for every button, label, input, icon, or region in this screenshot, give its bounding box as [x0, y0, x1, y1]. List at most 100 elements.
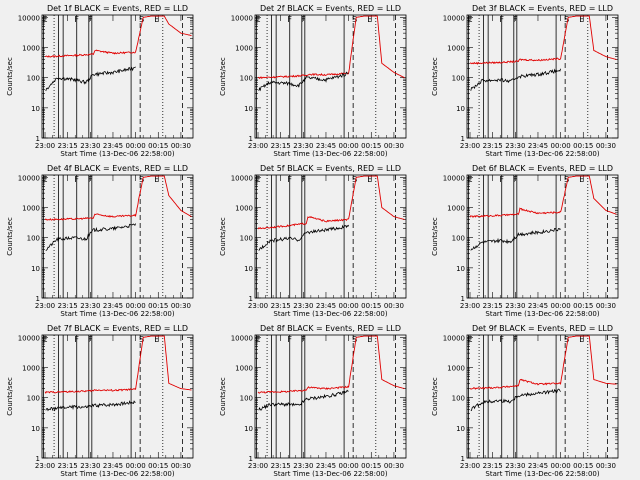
x-axis-label: Start Time (13-Dec-06 22:58:00) — [273, 150, 387, 158]
interval-marker: E — [42, 15, 47, 24]
y-axis-label: Counts/sec — [219, 57, 227, 96]
interval-marker: F — [499, 335, 504, 344]
x-tick-label: 23:00 — [248, 462, 268, 470]
x-tick-label: 00:00 — [339, 462, 359, 470]
y-tick-label: 1000 — [22, 45, 40, 53]
interval-marker: E — [467, 335, 472, 344]
interval-marker: S — [139, 15, 144, 24]
interval-marker: E — [467, 15, 472, 24]
interval-marker: F — [513, 335, 518, 344]
x-tick-label: 23:30 — [505, 462, 525, 470]
interval-marker: E — [255, 15, 260, 24]
panel-title: Det 4f BLACK = Events, RED = LLD — [47, 164, 188, 173]
y-tick-label: 10000 — [18, 14, 40, 22]
x-tick-label: 23:00 — [460, 142, 480, 150]
y-tick-label: 10000 — [18, 174, 40, 182]
x-axis-label: Start Time (13-Dec-06 22:58:00) — [60, 310, 174, 318]
y-tick-label: 100 — [27, 75, 40, 83]
events-series-line — [470, 227, 561, 251]
interval-marker: F — [287, 175, 292, 184]
panel-4: Det 4f BLACK = Events, RED = LLD 1 10 100 10… — [6, 164, 194, 318]
interval-marker: S — [564, 175, 569, 184]
interval-marker: F — [88, 175, 93, 184]
x-tick-label: 23:00 — [35, 462, 55, 470]
y-tick-label: 10000 — [231, 174, 253, 182]
y-tick-label: 10000 — [443, 174, 465, 182]
x-tick-label: 23:30 — [80, 302, 100, 310]
x-tick-label: 00:30 — [384, 462, 404, 470]
interval-marker: F — [287, 15, 292, 24]
plot-frame — [254, 14, 407, 139]
interval-marker: F — [499, 175, 504, 184]
plot-frame — [41, 174, 194, 299]
panel-7: Det 7f BLACK = Events, RED = LLD 1 10 100 10… — [6, 324, 194, 478]
x-tick-label: 00:00 — [551, 302, 571, 310]
panel-2: Det 2f BLACK = Events, RED = LLD 1 10 100 10… — [219, 4, 407, 158]
x-tick-label: 00:15 — [361, 142, 381, 150]
x-tick-label: 23:15 — [483, 462, 503, 470]
x-tick-label: 23:15 — [58, 302, 78, 310]
y-axis-label: Counts/sec — [431, 377, 439, 416]
y-tick-label: 100 — [240, 75, 253, 83]
x-tick-label: 00:00 — [339, 302, 359, 310]
x-tick-label: 00:30 — [596, 462, 616, 470]
panel-title: Det 5f BLACK = Events, RED = LLD — [260, 164, 401, 173]
interval-marker: E — [579, 15, 584, 24]
x-tick-label: 23:00 — [248, 302, 268, 310]
panel-title: Det 3f BLACK = Events, RED = LLD — [472, 4, 613, 13]
y-tick-label: 1000 — [447, 205, 465, 213]
interval-marker: F — [88, 15, 93, 24]
x-tick-label: 23:45 — [528, 462, 548, 470]
interval-marker: F — [88, 335, 93, 344]
plot-frame — [41, 14, 194, 139]
lld-series-line — [257, 335, 405, 394]
x-tick-label: 23:15 — [271, 302, 291, 310]
events-series-line — [258, 389, 349, 411]
x-tick-label: 23:15 — [483, 302, 503, 310]
interval-marker: E — [154, 335, 159, 344]
interval-marker: E — [255, 175, 260, 184]
events-series-line — [45, 66, 136, 92]
y-tick-label: 1 — [36, 295, 40, 303]
x-tick-label: 00:30 — [171, 462, 191, 470]
x-tick-label: 23:00 — [35, 142, 55, 150]
x-tick-label: 00:00 — [126, 462, 146, 470]
x-tick-label: 23:45 — [316, 462, 336, 470]
y-axis-label: Counts/sec — [6, 57, 14, 96]
x-tick-label: 23:00 — [460, 302, 480, 310]
y-tick-label: 1000 — [22, 365, 40, 373]
interval-marker: E — [42, 335, 47, 344]
panel-title: Det 1f BLACK = Events, RED = LLD — [47, 4, 188, 13]
x-tick-label: 23:30 — [293, 142, 313, 150]
events-series-line — [258, 224, 349, 251]
y-tick-label: 100 — [452, 395, 465, 403]
y-tick-label: 10 — [456, 425, 465, 433]
x-tick-label: 00:15 — [148, 302, 168, 310]
x-tick-label: 23:30 — [293, 462, 313, 470]
interval-marker: F — [513, 175, 518, 184]
y-tick-label: 1000 — [22, 205, 40, 213]
panel-8: Det 8f BLACK = Events, RED = LLD 1 10 100 10… — [219, 324, 407, 478]
interval-marker: S — [352, 335, 357, 344]
x-tick-label: 23:45 — [316, 142, 336, 150]
x-tick-label: 23:30 — [293, 302, 313, 310]
x-tick-label: 00:15 — [361, 462, 381, 470]
lld-series-line — [257, 15, 405, 80]
y-tick-label: 100 — [452, 75, 465, 83]
y-tick-label: 10 — [31, 105, 40, 113]
y-tick-label: 10000 — [18, 334, 40, 342]
x-tick-label: 00:30 — [596, 142, 616, 150]
y-tick-label: 10 — [456, 265, 465, 273]
y-tick-label: 100 — [452, 235, 465, 243]
x-tick-label: 23:15 — [483, 142, 503, 150]
interval-marker: S — [564, 335, 569, 344]
x-tick-label: 00:30 — [171, 142, 191, 150]
interval-marker: S — [139, 335, 144, 344]
y-tick-label: 1 — [461, 135, 465, 143]
x-tick-label: 23:45 — [528, 142, 548, 150]
y-tick-label: 10000 — [231, 334, 253, 342]
x-tick-label: 23:30 — [80, 142, 100, 150]
x-tick-label: 23:15 — [58, 142, 78, 150]
x-axis-label: Start Time (13-Dec-06 22:58:00) — [485, 150, 599, 158]
events-series-line — [470, 388, 561, 412]
